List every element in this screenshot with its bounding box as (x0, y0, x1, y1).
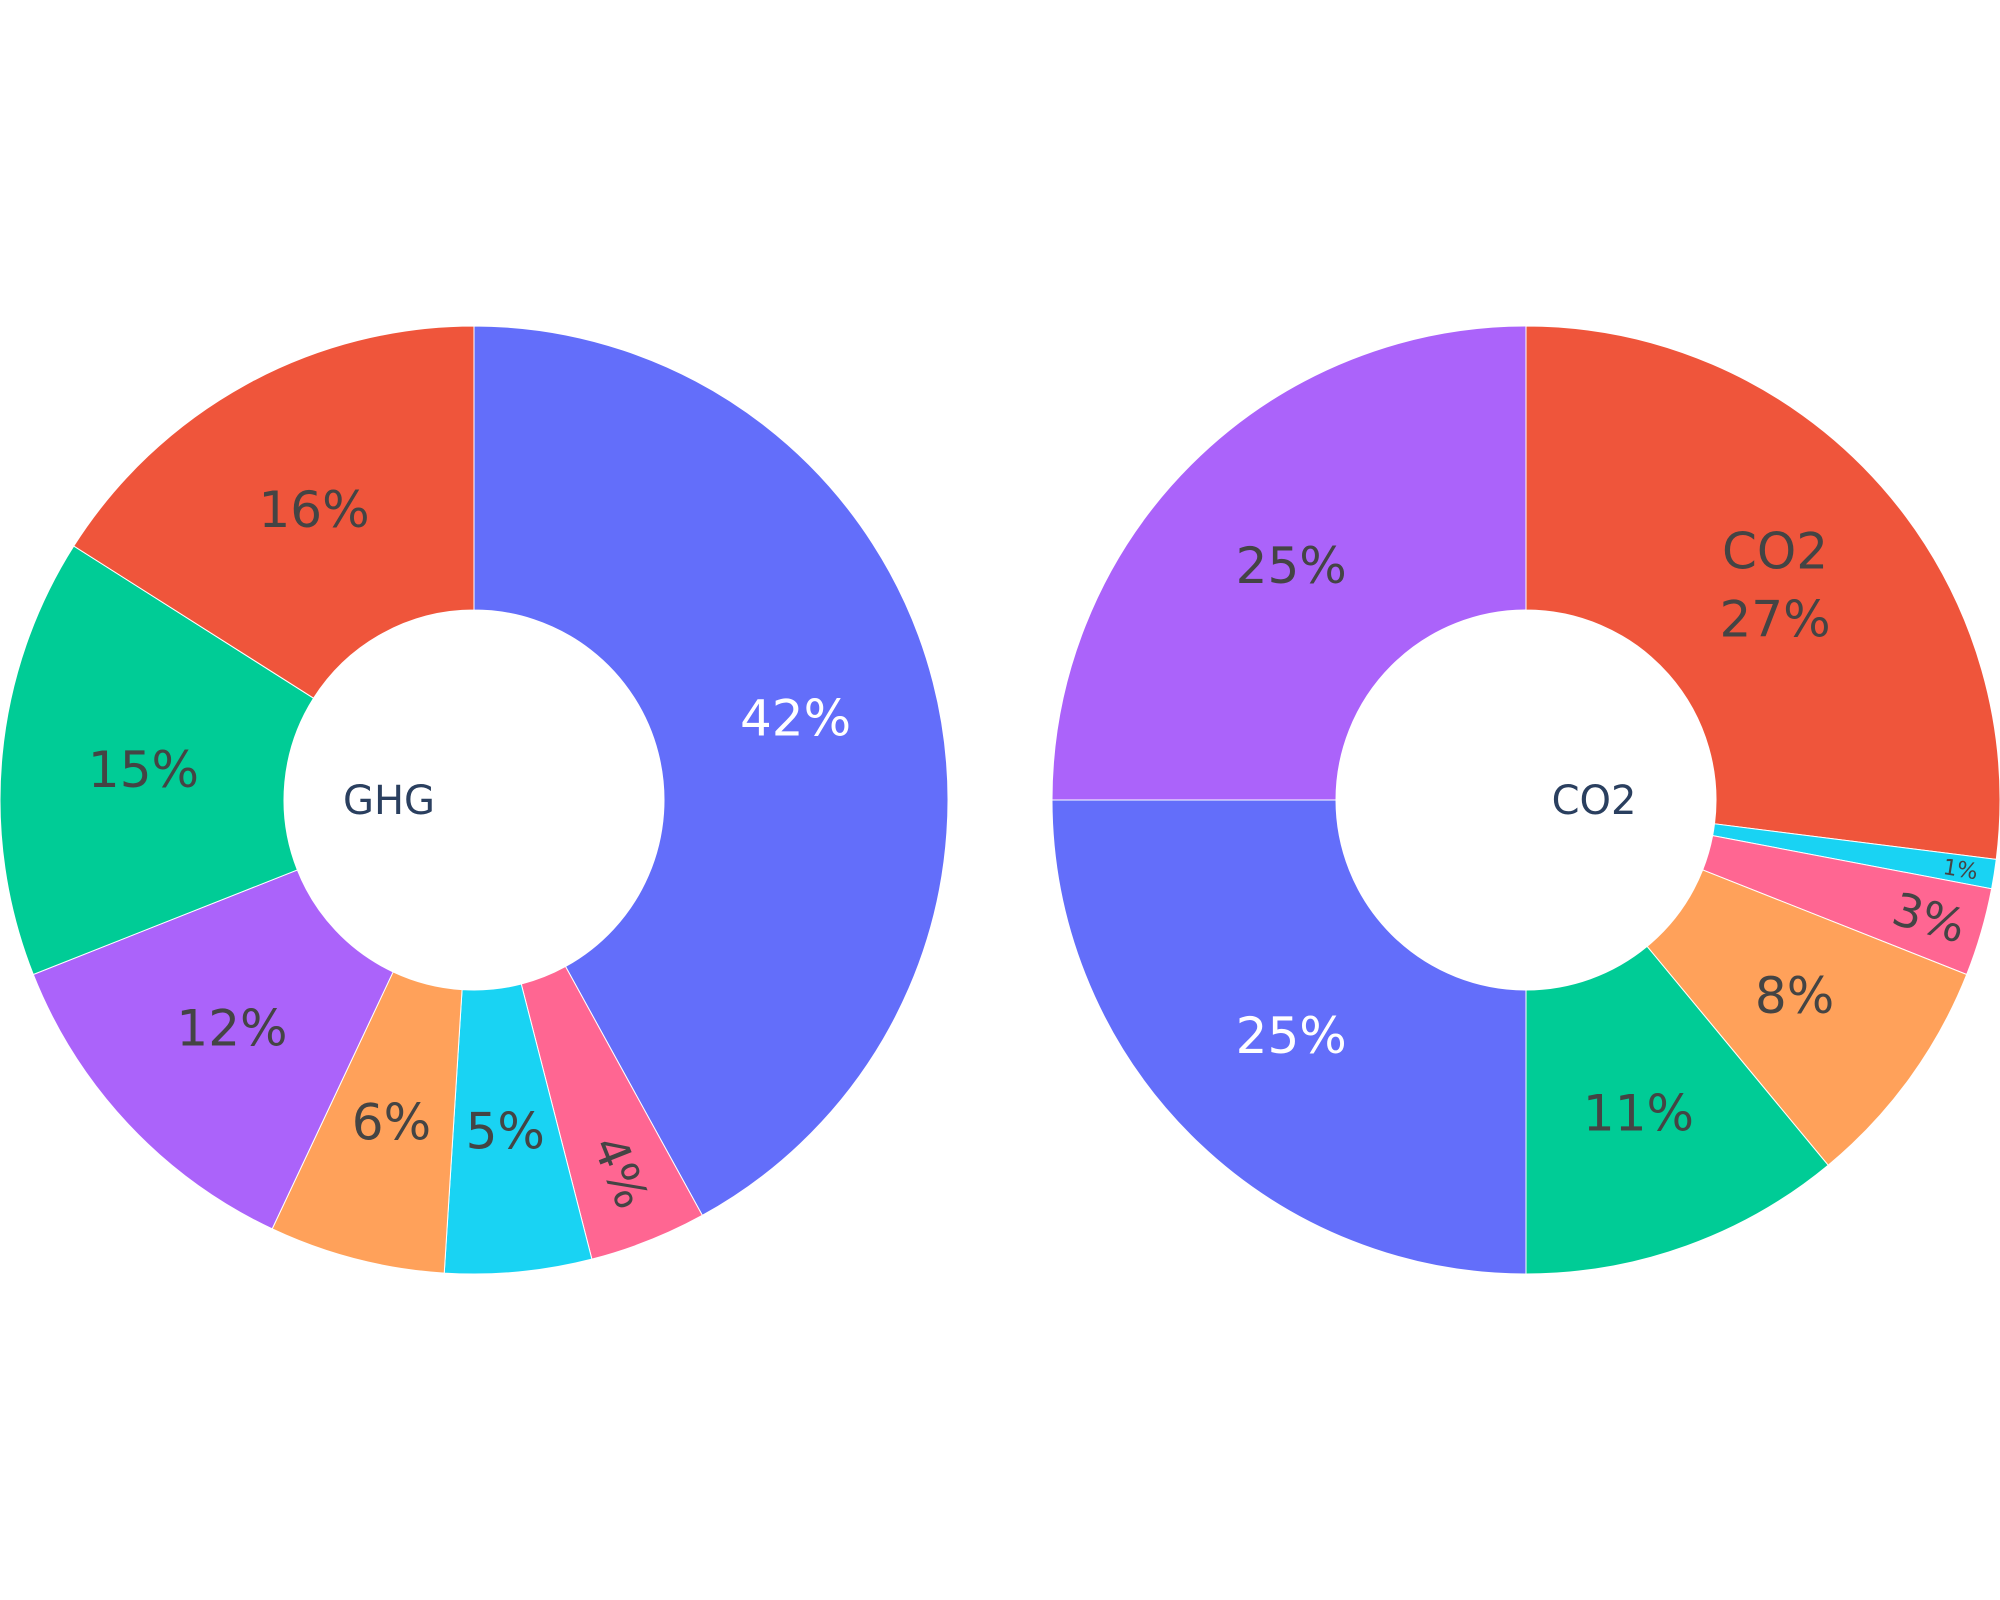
slice-6 (1051, 799, 1527, 1275)
slice-7 (1051, 325, 1527, 801)
slice-5 (32, 869, 394, 1230)
center-label-ghg: GHG (343, 778, 435, 824)
slice-1 (473, 325, 949, 1217)
slice-label-7: 25% (1236, 537, 1347, 595)
slice-label-6: 15% (88, 741, 199, 799)
slice-1 (1525, 325, 2000, 860)
slice-label-1: 42% (740, 689, 851, 747)
center-label-co2: CO2 (1552, 778, 1637, 824)
slice-6 (0, 545, 315, 976)
slice-4 (1646, 869, 1968, 1166)
slice-label-5: 12% (176, 999, 287, 1057)
slice-label-1: CO2 27% (1719, 522, 1830, 648)
slice-label-5: 11% (1583, 1084, 1694, 1142)
slice-label-4: 6% (352, 1094, 431, 1152)
slice-5 (1525, 945, 1829, 1275)
slice-7 (73, 325, 475, 699)
slice-label-4: 8% (1755, 967, 1834, 1025)
slice-label-7: 16% (258, 481, 369, 539)
slice-label-6: 25% (1236, 1007, 1347, 1065)
donut-chart-ghg: 42%4%5%6%12%15%16%GHG (0, 325, 949, 1275)
donut-chart-co2: CO2 27%1%3%8%11%25%25%CO2 (1051, 325, 2000, 1275)
slice-label-3: 5% (466, 1103, 545, 1161)
